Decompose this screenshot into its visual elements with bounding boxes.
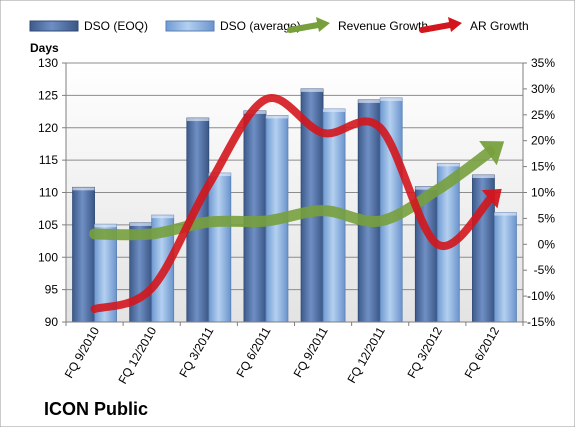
y-tick-label: 105 bbox=[38, 218, 58, 232]
bar-top-highlight bbox=[186, 118, 209, 122]
y-tick-label: 130 bbox=[38, 56, 58, 70]
bar-top-highlight bbox=[437, 163, 460, 167]
legend-arrowhead-revenue-growth bbox=[316, 17, 330, 32]
legend-label-revenue-growth: Revenue Growth bbox=[338, 19, 428, 33]
chart-title: ICON Public bbox=[44, 399, 148, 419]
bar-top-highlight bbox=[415, 186, 438, 190]
y-tick-label: 115 bbox=[39, 153, 58, 167]
y-tick-label: 95 bbox=[45, 283, 59, 297]
bar-top-highlight bbox=[494, 212, 517, 216]
bar-dso-average bbox=[494, 212, 517, 323]
legend-swatch-ar-growth bbox=[419, 22, 453, 33]
y2-tick-label: 30% bbox=[531, 82, 555, 96]
bar-top-highlight bbox=[301, 88, 324, 92]
bar-dso-eoq bbox=[357, 99, 381, 323]
legend-label-ar-growth: AR Growth bbox=[470, 19, 529, 33]
y-tick-label: 125 bbox=[38, 88, 58, 102]
ar-growth-arrowhead bbox=[481, 188, 502, 209]
y2-tick-label: 5% bbox=[538, 211, 556, 225]
ar-growth-line bbox=[90, 94, 496, 314]
bar-top-highlight bbox=[472, 175, 495, 179]
y-tick-label: 120 bbox=[38, 121, 58, 135]
bar-top-highlight bbox=[380, 97, 403, 101]
y2-tick-label: 35% bbox=[531, 56, 555, 70]
legend-swatch-revenue-growth bbox=[287, 22, 321, 33]
legend-swatch-dso-eoq bbox=[29, 20, 79, 32]
y2-tick-label: -10% bbox=[527, 289, 555, 303]
bar-top-highlight bbox=[129, 222, 152, 226]
revenue-growth-line bbox=[89, 146, 496, 241]
bar-top-highlight bbox=[94, 224, 117, 228]
bar-top-highlight bbox=[358, 99, 381, 103]
y-tick-label: 100 bbox=[38, 250, 58, 264]
y2-tick-label: 0% bbox=[538, 237, 556, 251]
revenue-growth-arrowhead bbox=[479, 141, 505, 166]
legend-label-dso-eoq: DSO (EOQ) bbox=[84, 19, 148, 33]
y2-tick-label: -5% bbox=[534, 263, 556, 277]
bar-dso-eoq bbox=[72, 186, 95, 323]
legend-label-dso-average: DSO (average) bbox=[220, 19, 301, 33]
y2-tick-label: 20% bbox=[531, 134, 555, 148]
bar-top-highlight bbox=[208, 173, 231, 177]
bar-top-highlight bbox=[265, 115, 288, 119]
y-axis-label: Days bbox=[30, 41, 59, 55]
y-tick-label: 90 bbox=[45, 315, 59, 329]
y2-tick-label: 25% bbox=[531, 108, 555, 122]
y-tick-label: 110 bbox=[39, 186, 58, 200]
bar-dso-average bbox=[208, 172, 232, 323]
y2-tick-label: -15% bbox=[527, 315, 555, 329]
y2-tick-label: 10% bbox=[531, 186, 555, 200]
legend-arrowhead-ar-growth bbox=[448, 17, 462, 32]
legend-swatch-dso-average bbox=[165, 20, 215, 32]
bar-top-highlight bbox=[151, 215, 174, 219]
bar-top-highlight bbox=[72, 187, 95, 191]
y2-tick-label: 15% bbox=[531, 160, 555, 174]
bar-top-highlight bbox=[323, 108, 346, 112]
